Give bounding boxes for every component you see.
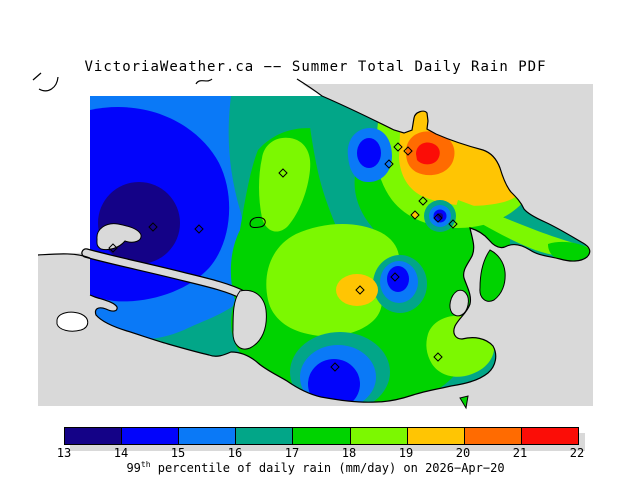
channel-water <box>82 249 247 299</box>
station-diamond-icon <box>330 362 340 372</box>
caption-number: 99 <box>126 461 141 475</box>
bay-water <box>232 289 267 350</box>
station-diamond-icon <box>433 213 443 223</box>
harbour-water <box>96 223 142 251</box>
coastline-fragment-tick <box>32 72 42 81</box>
colorbar-segment-red <box>520 428 578 444</box>
colorbar-segment-blue <box>121 428 179 444</box>
tick-label-22: 22 <box>569 446 585 460</box>
tick-label-18: 18 <box>341 446 357 460</box>
colorbar-ticks: 13 14 15 16 17 18 19 20 21 22 <box>57 446 584 460</box>
station-diamond-icon <box>448 219 458 229</box>
coastline-fragment-hook <box>38 76 59 92</box>
colorbar-segment-lblue <box>178 428 236 444</box>
colorbar-segment-green <box>292 428 350 444</box>
station-diamond-icon <box>393 142 403 152</box>
colorbar-segment-teal <box>235 428 293 444</box>
caption-text: percentile of daily rain (mm/day) on 202… <box>150 461 505 475</box>
coastline-west <box>37 253 91 259</box>
islet-green-arm <box>479 249 506 302</box>
tick-label-17: 17 <box>284 446 300 460</box>
mini-contour-outline <box>249 216 266 229</box>
tip-green-peninsula <box>548 241 590 262</box>
colorbar <box>64 427 579 445</box>
station-diamond-icon <box>390 272 400 282</box>
caption-ordinal: th <box>140 460 151 469</box>
tick-label-16: 16 <box>227 446 243 460</box>
core-red-ne <box>416 142 440 165</box>
islet-green-south <box>459 395 469 410</box>
page-title: VictoriaWeather.ca −− Summer Total Daily… <box>84 59 547 75</box>
blob-blue-central-core <box>387 266 409 292</box>
colorbar-segment-chart <box>349 428 407 444</box>
tick-label-15: 15 <box>170 446 186 460</box>
coastline-main <box>89 78 591 403</box>
spot-blue-north-core <box>357 138 381 168</box>
blob-chartreuse-central <box>266 223 400 337</box>
colorbar-segment-navy <box>65 428 122 444</box>
tick-label-21: 21 <box>512 446 528 460</box>
core-navy-west <box>98 182 180 264</box>
tick-label-20: 20 <box>455 446 471 460</box>
tick-label-14: 14 <box>113 446 129 460</box>
station-diamond-icon <box>418 196 428 206</box>
coastline-fragment-squiggle <box>195 78 213 85</box>
station-diamond-icon <box>355 285 365 295</box>
tick-label-13: 13 <box>56 446 72 460</box>
station-diamond-icon <box>148 222 158 232</box>
blob-chartreuse-nw-central <box>259 137 311 232</box>
lake-white <box>56 311 89 332</box>
station-diamond-icon <box>410 210 420 220</box>
station-diamond-icon <box>278 168 288 178</box>
station-diamond-icon <box>433 352 443 362</box>
east-bay-water <box>449 289 469 317</box>
colorbar-segment-gold <box>406 428 464 444</box>
station-diamond-icon <box>194 224 204 234</box>
station-markers <box>108 142 458 372</box>
white-offmap-area <box>38 84 322 255</box>
blob-gold-central <box>336 274 378 306</box>
station-diamond-icon <box>384 159 394 169</box>
tick-label-19: 19 <box>398 446 414 460</box>
colorbar-caption: 99th percentile of daily rain (mm/day) o… <box>38 460 593 475</box>
station-diamond-icon <box>403 146 413 156</box>
station-diamond-icon <box>108 243 118 253</box>
colorbar-segment-orange <box>463 428 521 444</box>
